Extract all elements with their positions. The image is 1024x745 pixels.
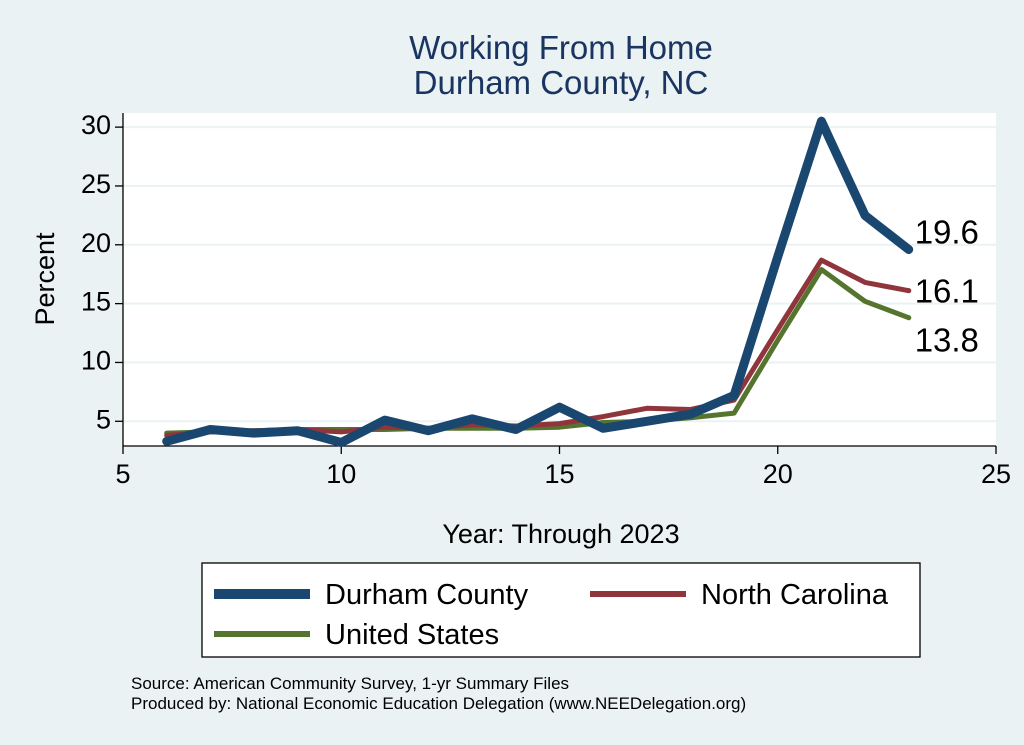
legend: Durham County North Carolina United States (214, 579, 889, 651)
chart-title-line-1: Working From Home (409, 29, 713, 66)
x-tick-label-20: 20 (763, 459, 793, 489)
x-tick-label-25: 25 (981, 459, 1011, 489)
y-tick-label-25: 25 (81, 169, 111, 199)
x-tick-label-15: 15 (544, 459, 574, 489)
series-lines (162, 116, 914, 447)
legend-box (201, 562, 921, 658)
series-end-point-north-carolina (906, 288, 912, 294)
axis-ticks: 5 10 15 20 25 30 5 10 15 20 25 (81, 110, 1011, 489)
x-tick-label-10: 10 (326, 459, 356, 489)
plot-area (123, 113, 996, 446)
chart-title-line-2: Durham County, NC (414, 64, 709, 101)
x-axis-title: Year: Through 2023 (442, 519, 679, 549)
y-tick-label-10: 10 (81, 346, 111, 376)
series-end-point-durham-county (906, 246, 912, 252)
end-labels: 19.6 16.1 13.8 (915, 213, 979, 358)
y-tick-label-30: 30 (81, 110, 111, 140)
y-axis-title: Percent (30, 232, 60, 326)
end-label-united-states: 13.8 (915, 322, 979, 359)
y-tick-label-15: 15 (81, 287, 111, 317)
series-end-point-united-states (906, 315, 912, 321)
gridlines (123, 126, 996, 423)
legend-label-north-carolina: North Carolina (701, 579, 889, 611)
y-tick-label-20: 20 (81, 228, 111, 258)
series-line-durham-county (162, 116, 914, 447)
end-label-north-carolina: 16.1 (915, 273, 979, 310)
legend-label-united-states: United States (325, 619, 499, 651)
end-label-durham-county: 19.6 (915, 213, 979, 250)
x-tick-label-5: 5 (115, 459, 130, 489)
source-note: Source: American Community Survey, 1-yr … (131, 674, 569, 693)
y-tick-label-5: 5 (96, 404, 111, 434)
legend-label-durham-county: Durham County (325, 579, 529, 611)
producer-note: Produced by: National Economic Education… (131, 694, 746, 713)
